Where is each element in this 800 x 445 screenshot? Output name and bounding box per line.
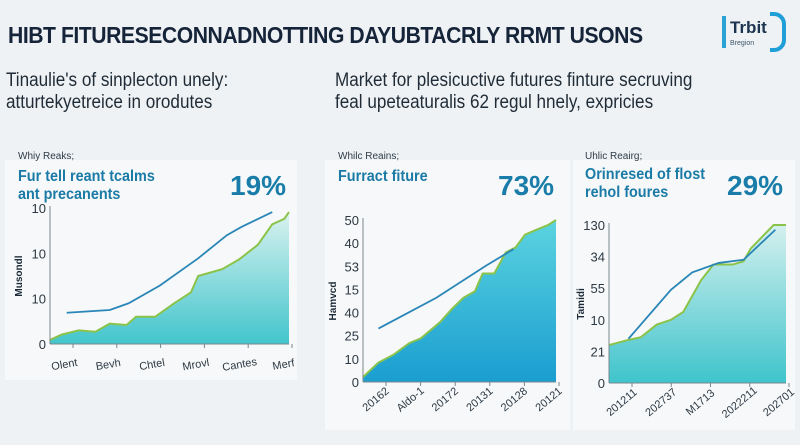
- panel-1-label: Whiy Reaks;: [18, 151, 75, 162]
- y-tick-label: 40: [345, 306, 359, 321]
- y-axis-label: Hamvcd: [328, 282, 339, 321]
- panel-3-percent: 29%: [727, 170, 784, 201]
- panel-2-percent: 73%: [498, 170, 555, 201]
- logo-name: Trbit: [730, 18, 767, 37]
- panel-1-title: Fur tell reant tcalms ant precanents: [18, 168, 155, 204]
- area-edge-line: [49, 211, 290, 341]
- y-tick-label: 0: [352, 375, 359, 390]
- logo-subtitle: Bregion: [730, 40, 755, 47]
- area-fill: [609, 225, 786, 383]
- subtitle-left: Tinaulie's of sinplecton unely: atturtek…: [6, 70, 228, 114]
- title-line: Furract fiture: [338, 168, 428, 185]
- x-tick-label: 202701: [761, 386, 797, 419]
- y-tick-label: 50: [345, 213, 359, 228]
- x-tick-label: 2022211: [720, 385, 760, 421]
- logo-bar: [722, 16, 726, 48]
- area-edge-line: [608, 224, 786, 347]
- panel-3-title: Orinresed of flost rehol foures: [585, 166, 705, 202]
- subtitle-line: atturtekyetreice in orodutes: [6, 92, 213, 113]
- y-tick-label: 10: [32, 201, 46, 216]
- area-edge-line: [362, 219, 557, 378]
- title-line: rehol foures: [585, 184, 669, 201]
- page-title: HIBT FITURESECONNADNOTTING DAYUBTACRLY R…: [8, 22, 643, 48]
- panel-1-percent: 19%: [230, 170, 287, 201]
- trend-line: [66, 211, 273, 314]
- y-tick-label: 15: [345, 282, 359, 297]
- subtitle-line: Market for plesicuctive futures finture …: [335, 70, 693, 91]
- subtitle-right: Market for plesicuctive futures finture …: [335, 70, 692, 114]
- brand-logo: Trbit Bregion: [722, 12, 786, 52]
- y-tick-label: 0: [598, 376, 605, 391]
- area-fill: [363, 220, 556, 382]
- panel-3-label: Uhlic Reairg;: [585, 151, 643, 162]
- y-tick-label: 53: [345, 259, 359, 274]
- x-tick-label: 20131: [464, 385, 495, 414]
- subtitle-line: Tinaulie's of sinplecton unely:: [6, 70, 229, 91]
- y-tick-label: 10: [32, 246, 46, 261]
- y-tick-label: 25: [345, 329, 359, 344]
- x-tick-label: Merf: [272, 357, 297, 373]
- x-tick-label: Chtel: [138, 357, 165, 373]
- x-tick-label: 20121: [533, 385, 564, 414]
- x-tick-label: 20128: [499, 385, 530, 414]
- x-tick-label: M1713: [684, 387, 717, 418]
- y-tick-label: 130: [583, 218, 605, 233]
- y-tick-label: 40: [345, 236, 359, 251]
- area-fill: [50, 212, 289, 344]
- y-tick-label: 10: [591, 313, 605, 328]
- x-tick-label: 202737: [643, 386, 679, 419]
- title-line: Orinresed of flost: [585, 166, 706, 183]
- panel-2-label: Whilc Reains;: [338, 151, 400, 162]
- y-tick-label: 10: [345, 352, 359, 367]
- trend-line: [627, 229, 776, 340]
- x-tick-label: Bevh: [95, 357, 122, 373]
- x-tick-label: Cantes: [221, 356, 258, 374]
- x-tick-label: Aldo-1: [395, 385, 427, 415]
- y-axis-label: Tamidi: [576, 288, 587, 320]
- y-tick-label: 10: [32, 292, 46, 307]
- x-tick-label: Mrovl: [182, 357, 211, 373]
- y-axis-label: Musondl: [14, 255, 25, 296]
- x-tick-label: Olent: [50, 357, 78, 373]
- title-line: Fur tell reant tcalms: [18, 168, 155, 185]
- x-tick-label: 201211: [604, 387, 639, 419]
- y-tick-label: 21: [591, 344, 605, 359]
- y-tick-label: 55: [591, 281, 605, 296]
- x-tick-label: 20162: [360, 385, 391, 414]
- x-tick-label: 20172: [430, 385, 461, 414]
- logo-arc-icon: [770, 12, 786, 52]
- panel-2-title: Furract fiture: [338, 168, 428, 186]
- title-line: ant precanents: [18, 186, 121, 203]
- trend-line: [378, 248, 515, 330]
- subtitle-line: feal upeteaturalis 62 regul hnely, expri…: [335, 92, 654, 113]
- y-tick-label: 34: [591, 250, 605, 265]
- y-tick-label: 0: [39, 337, 46, 352]
